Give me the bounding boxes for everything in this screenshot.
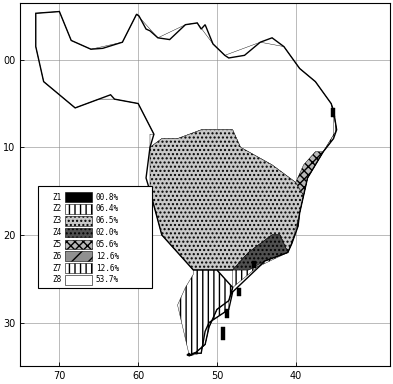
Text: 06.4%: 06.4%: [95, 204, 119, 214]
Text: Z4: Z4: [53, 228, 62, 237]
Text: 06.5%: 06.5%: [95, 216, 119, 225]
Polygon shape: [237, 288, 241, 296]
Text: 00.8%: 00.8%: [95, 192, 119, 202]
FancyBboxPatch shape: [65, 252, 92, 261]
Polygon shape: [36, 12, 337, 195]
Polygon shape: [178, 270, 233, 356]
FancyBboxPatch shape: [65, 275, 92, 285]
FancyBboxPatch shape: [65, 263, 92, 273]
Polygon shape: [331, 108, 335, 117]
Text: Z2: Z2: [53, 204, 62, 214]
Polygon shape: [217, 235, 288, 270]
Polygon shape: [296, 152, 323, 195]
Text: 02.0%: 02.0%: [95, 228, 119, 237]
Polygon shape: [233, 235, 288, 270]
FancyBboxPatch shape: [65, 204, 92, 214]
Text: 53.7%: 53.7%: [95, 275, 119, 284]
Text: 12.6%: 12.6%: [95, 252, 119, 261]
FancyBboxPatch shape: [65, 228, 92, 237]
FancyBboxPatch shape: [65, 216, 92, 225]
Text: Z7: Z7: [53, 263, 62, 273]
Polygon shape: [189, 104, 337, 356]
Polygon shape: [221, 327, 225, 340]
Text: 12.6%: 12.6%: [95, 263, 119, 273]
Text: 05.6%: 05.6%: [95, 240, 119, 249]
Text: Z6: Z6: [53, 252, 62, 261]
Text: Z1: Z1: [53, 192, 62, 202]
Text: Z8: Z8: [53, 275, 62, 284]
Text: Z5: Z5: [53, 240, 62, 249]
Polygon shape: [150, 130, 303, 270]
FancyBboxPatch shape: [65, 192, 92, 202]
Polygon shape: [225, 310, 229, 318]
Text: Z3: Z3: [53, 216, 62, 225]
FancyBboxPatch shape: [38, 186, 152, 288]
FancyBboxPatch shape: [65, 240, 92, 249]
Polygon shape: [252, 261, 256, 268]
